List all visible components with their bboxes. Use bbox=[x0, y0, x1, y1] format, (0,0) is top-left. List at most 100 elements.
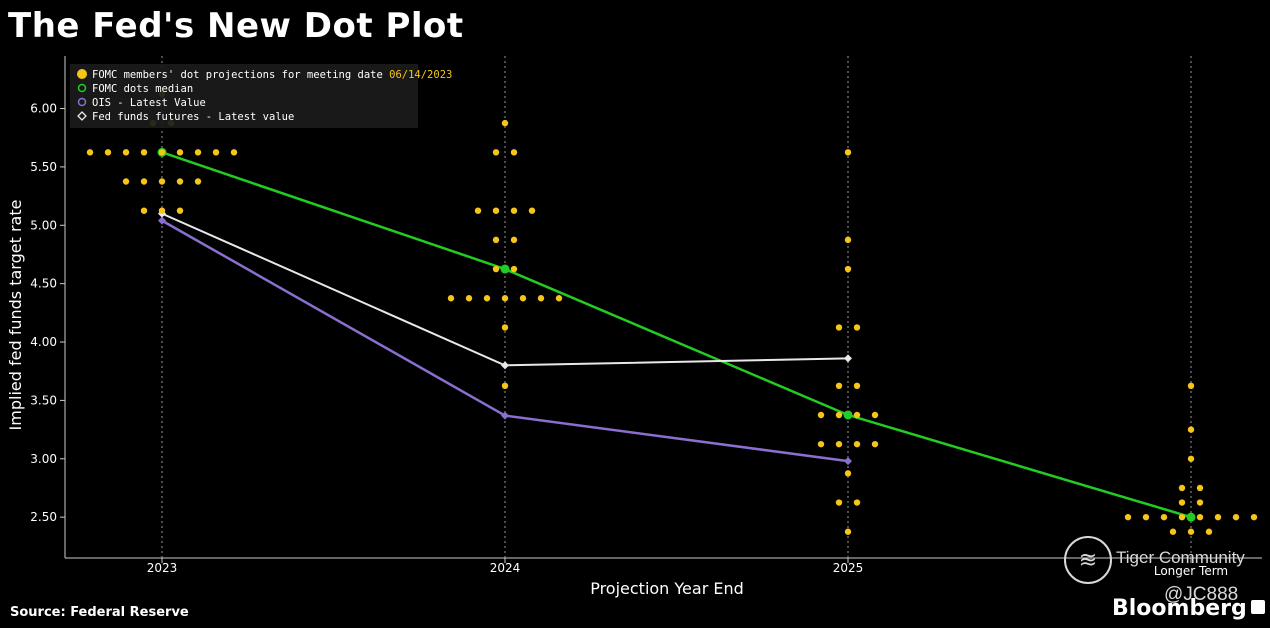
dot-0-4-2 bbox=[176, 207, 184, 214]
dot-0-3-4 bbox=[194, 178, 202, 185]
dot-2-8-0 bbox=[835, 499, 843, 506]
dot-2-6-0 bbox=[817, 440, 825, 448]
dot-1-4-0 bbox=[492, 265, 500, 273]
dot-0-3-2 bbox=[158, 178, 166, 185]
dot-1-3-0 bbox=[492, 236, 500, 244]
dot-2-6-1 bbox=[835, 440, 843, 448]
dot-1-2-2 bbox=[510, 207, 518, 214]
median-marker-1 bbox=[500, 264, 510, 274]
dot-1-6-0 bbox=[501, 324, 509, 331]
legend-marker-median bbox=[77, 83, 87, 93]
dot-2-0-0 bbox=[844, 149, 852, 156]
dot-0-3-3 bbox=[176, 178, 184, 185]
chart-title: The Fed's New Dot Plot bbox=[8, 6, 464, 46]
legend-label-0: FOMC members' dot projections for meetin… bbox=[92, 69, 452, 81]
dot-0-3-1 bbox=[140, 178, 148, 185]
y-axis-label: Implied fed funds target rate bbox=[6, 200, 25, 431]
dot-2-8-1 bbox=[853, 499, 861, 506]
dot-3-5-4 bbox=[1196, 513, 1204, 521]
x-tick-label-1: 2024 bbox=[490, 561, 521, 575]
dot-0-4-1 bbox=[158, 207, 166, 214]
legend-label-2: OIS - Latest Value bbox=[92, 97, 206, 109]
y-tick-label-4: 4.50 bbox=[30, 277, 57, 291]
dot-3-6-2 bbox=[1205, 528, 1213, 535]
dot-1-5-0 bbox=[447, 295, 455, 302]
dot-2-5-3 bbox=[871, 411, 879, 419]
legend-marker-futures bbox=[77, 111, 87, 121]
legend-marker-dots bbox=[77, 69, 87, 79]
brand-name: Bloomberg bbox=[1112, 596, 1247, 621]
x-tick-label-3: Longer Term bbox=[1154, 564, 1228, 578]
legend-box bbox=[70, 64, 418, 128]
median-marker-2 bbox=[843, 410, 853, 420]
series-marker-1-1 bbox=[501, 411, 509, 420]
dot-3-5-5 bbox=[1214, 513, 1222, 521]
legend-meeting-date: 06/14/2023 bbox=[389, 69, 452, 81]
dot-3-6-1 bbox=[1187, 528, 1195, 535]
dot-2-6-3 bbox=[871, 440, 879, 448]
dot-2-5-0 bbox=[817, 411, 825, 419]
y-tick-label-0: 2.50 bbox=[30, 510, 57, 524]
dot-1-5-6 bbox=[555, 295, 563, 302]
watermark-text: Tiger Community bbox=[1116, 548, 1245, 567]
legend-label-1: FOMC dots median bbox=[92, 83, 193, 95]
dot-3-3-0 bbox=[1178, 484, 1186, 492]
dot-2-4-1 bbox=[853, 382, 861, 390]
dot-3-5-6 bbox=[1232, 513, 1240, 521]
series-line-0 bbox=[161, 151, 1192, 519]
dot-1-5-5 bbox=[537, 295, 545, 302]
dot-1-1-1 bbox=[510, 149, 518, 156]
dot-0-4-0 bbox=[140, 207, 148, 214]
dot-0-2-5 bbox=[176, 149, 184, 156]
dot-0-2-6 bbox=[194, 149, 202, 156]
dot-2-1-0 bbox=[844, 236, 852, 244]
y-tick-label-3: 4.00 bbox=[30, 335, 57, 349]
dot-2-7-0 bbox=[844, 470, 852, 477]
dot-1-3-1 bbox=[510, 236, 518, 244]
dot-0-2-2 bbox=[122, 149, 130, 156]
dot-2-3-0 bbox=[835, 324, 843, 331]
dot-0-2-8 bbox=[230, 149, 238, 156]
dot-1-1-0 bbox=[492, 149, 500, 156]
dot-3-5-7 bbox=[1250, 513, 1258, 521]
chat-bubble-icon bbox=[1250, 600, 1265, 614]
source-note: Source: Federal Reserve bbox=[10, 605, 189, 620]
dot-3-5-0 bbox=[1124, 513, 1132, 521]
tiger-stripes-icon: ≋ bbox=[1064, 536, 1112, 584]
watermark-handle: @JC888 bbox=[1164, 584, 1239, 605]
dot-0-2-7 bbox=[212, 149, 220, 156]
dot-projections bbox=[86, 90, 1258, 535]
dot-2-9-0 bbox=[844, 528, 852, 535]
dot-2-5-1 bbox=[835, 411, 843, 419]
dot-2-2-0 bbox=[844, 265, 852, 273]
watermark: ≋ Tiger Community @JC888 bbox=[1064, 536, 1254, 626]
legend: FOMC members' dot projections for meetin… bbox=[70, 64, 452, 128]
dot-3-6-0 bbox=[1169, 528, 1177, 535]
y-tick-label-5: 5.00 bbox=[30, 218, 57, 232]
x-tick-label-0: 2023 bbox=[147, 561, 178, 575]
dot-3-5-2 bbox=[1160, 513, 1168, 521]
median-marker-3 bbox=[1186, 512, 1196, 522]
y-tick-label-2: 3.50 bbox=[30, 393, 57, 407]
dot-0-3-0 bbox=[122, 178, 130, 185]
dot-1-5-4 bbox=[519, 295, 527, 302]
dot-1-7-0 bbox=[501, 382, 509, 390]
grid-lines bbox=[161, 56, 1192, 558]
dot-1-5-1 bbox=[465, 295, 473, 302]
dot-1-0-0 bbox=[501, 119, 509, 127]
series-lines bbox=[157, 147, 1196, 522]
dot-0-2-1 bbox=[104, 149, 112, 156]
bloomberg-logo: Bloomberg bbox=[1112, 596, 1265, 621]
legend-marker-ois bbox=[77, 97, 87, 107]
dot-3-5-1 bbox=[1142, 513, 1150, 521]
series-marker-2-2 bbox=[844, 354, 852, 363]
x-axis-label: Projection Year End bbox=[590, 579, 744, 598]
dot-1-2-0 bbox=[474, 207, 482, 214]
dot-1-5-3 bbox=[501, 295, 509, 302]
dot-3-0-0 bbox=[1187, 382, 1195, 390]
dot-1-4-1 bbox=[510, 265, 518, 273]
dot-3-3-1 bbox=[1196, 484, 1204, 492]
dot-2-3-1 bbox=[853, 324, 861, 331]
dot-3-4-1 bbox=[1196, 499, 1204, 506]
